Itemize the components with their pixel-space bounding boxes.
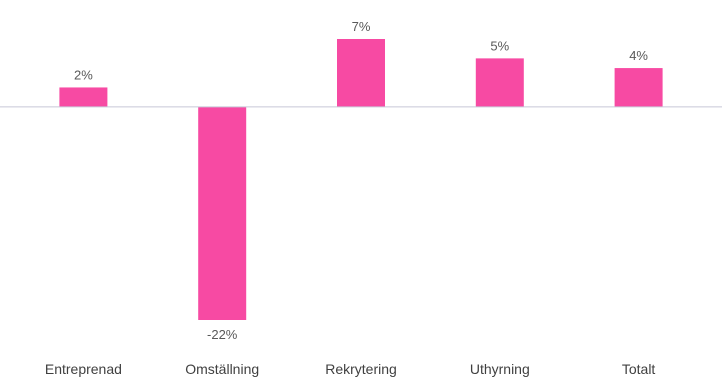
- bar-totalt: [614, 68, 663, 107]
- data-label-entreprenad: 2%: [74, 67, 93, 82]
- bar-omställning: [198, 106, 247, 321]
- data-label-totalt: 4%: [629, 48, 648, 63]
- category-label-totalt: Totalt: [622, 361, 656, 377]
- bar-entreprenad: [59, 87, 108, 107]
- bar-rekrytering: [337, 39, 385, 107]
- category-label-uthyrning: Uthyrning: [470, 361, 530, 377]
- category-label-entreprenad: Entreprenad: [45, 361, 122, 377]
- bars-group: [59, 39, 663, 321]
- category-label-rekrytering: Rekrytering: [325, 361, 397, 377]
- data-label-omställning: -22%: [207, 327, 238, 342]
- category-label-omställning: Omställning: [185, 361, 259, 377]
- data-label-rekrytering: 7%: [352, 19, 371, 34]
- data-label-uthyrning: 5%: [490, 38, 509, 53]
- labels-group: 2% Entreprenad -22% Omställning 7% Rekryterin…: [45, 19, 656, 377]
- bar-uthyrning: [475, 58, 524, 107]
